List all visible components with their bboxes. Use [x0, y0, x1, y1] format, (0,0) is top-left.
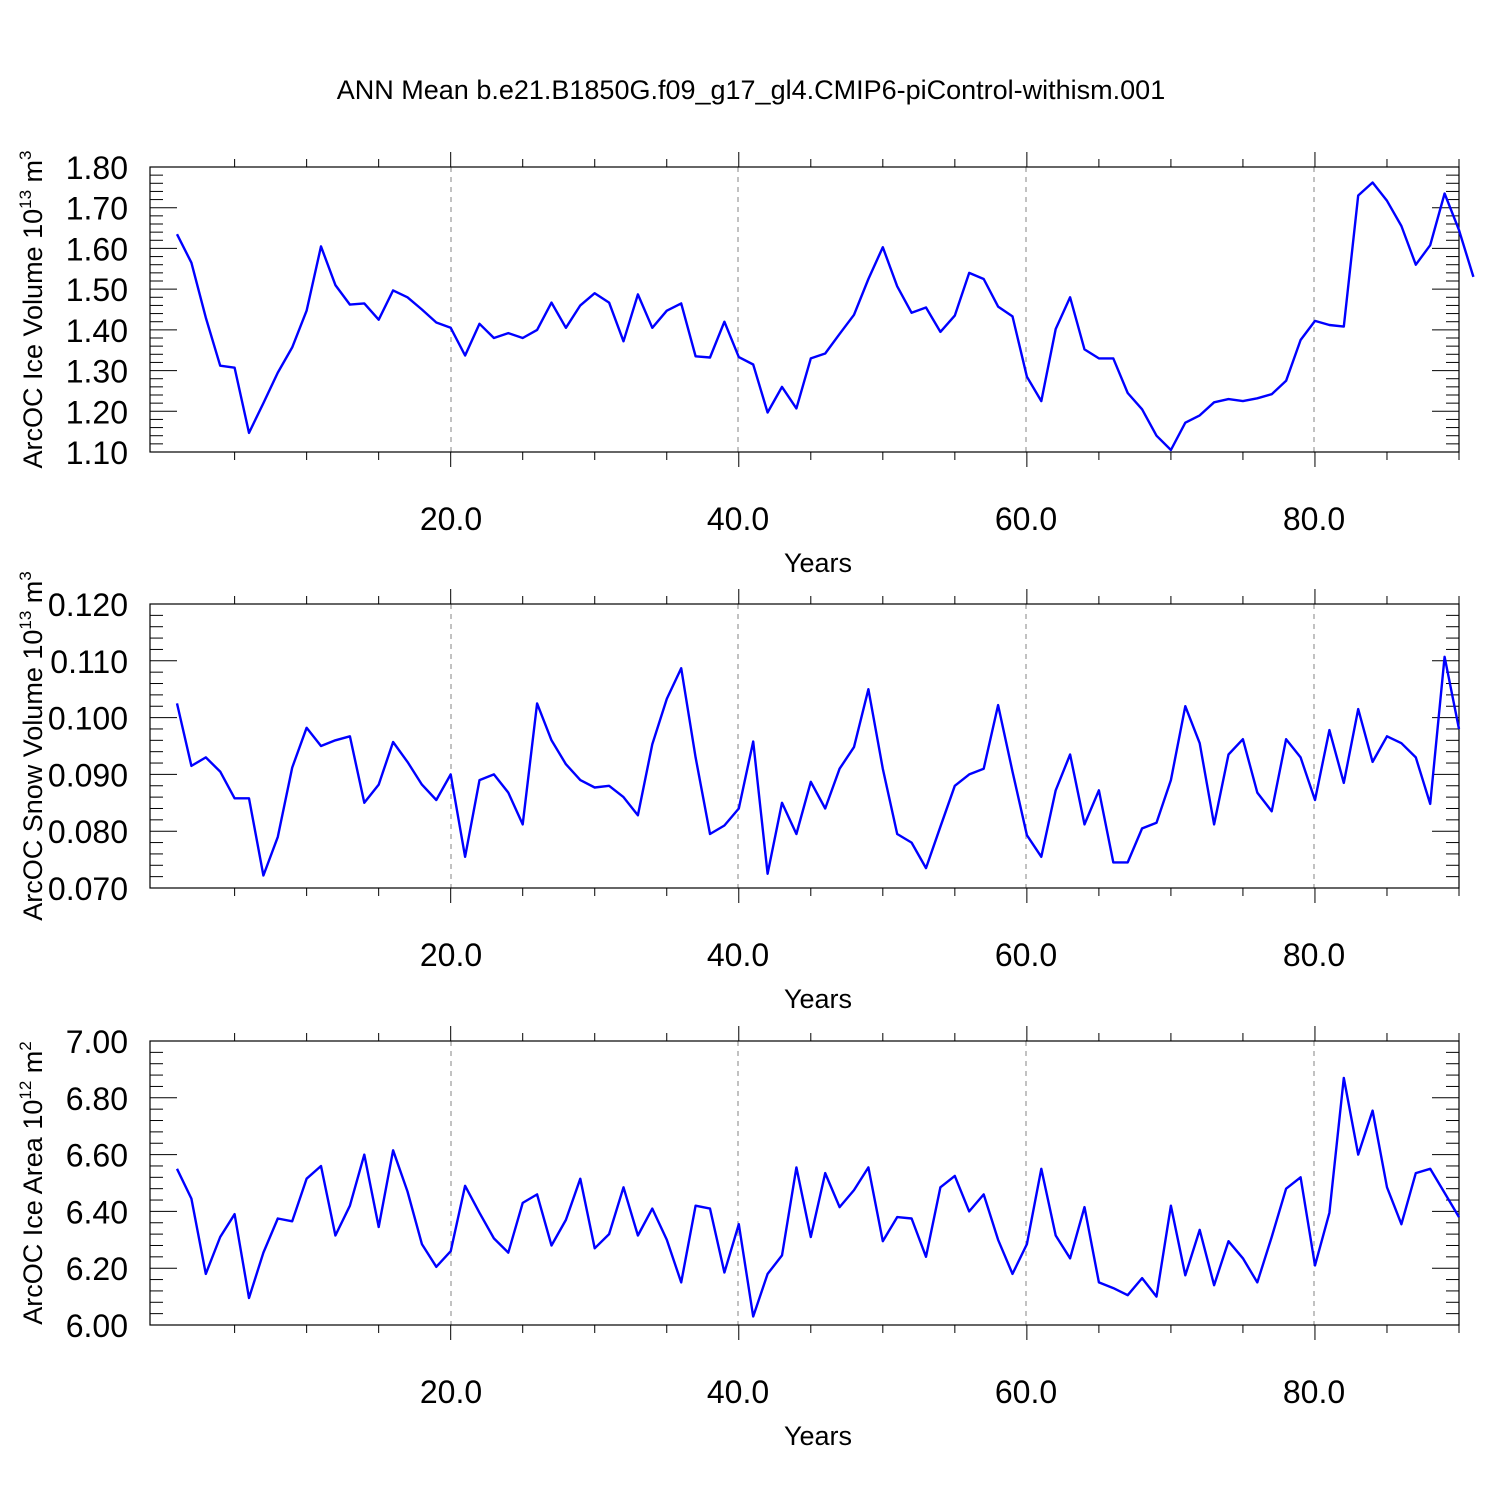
- y-tick-label: 6.00: [66, 1308, 128, 1344]
- y-tick-label: 0.080: [48, 814, 128, 850]
- x-tick-label: 40.0: [707, 1374, 769, 1410]
- x-tick-label: 20.0: [420, 937, 482, 973]
- y-axis-label: ArcOC Snow Volume 1013 m3: [16, 571, 48, 921]
- y-tick-label: 6.80: [66, 1081, 128, 1117]
- series-line: [175, 1076, 1461, 1318]
- x-tick-label: 80.0: [1283, 1374, 1345, 1410]
- y-tick-label: 7.00: [66, 1024, 128, 1060]
- y-tick-label: 1.60: [66, 231, 128, 267]
- panel-1: 20.0 40.0 60.0 80.0 Years 1.10 1.20 1.30 1.40 1.5…: [16, 150, 1475, 578]
- x-tick-label: 80.0: [1283, 937, 1345, 973]
- y-tick-label: 6.60: [66, 1138, 128, 1174]
- chart-title: ANN Mean b.e21.B1850G.f09_g17_gl4.CMIP6-…: [337, 75, 1165, 105]
- y-tick-label: 0.110: [50, 644, 128, 680]
- x-tick-label: 20.0: [420, 501, 482, 537]
- plot-frame: [149, 1040, 1460, 1326]
- x-tick-label: 60.0: [995, 1374, 1057, 1410]
- y-tick-label: 1.30: [66, 354, 128, 390]
- x-axis-label: Years: [784, 1421, 852, 1451]
- y-tick-label: 1.10: [66, 435, 128, 471]
- plot-frame: [149, 166, 1460, 453]
- plot-frame: [149, 603, 1460, 889]
- x-tick-label: 80.0: [1283, 501, 1345, 537]
- y-tick-label: 0.120: [48, 587, 128, 623]
- y-tick-label: 0.100: [48, 701, 128, 737]
- x-axis-label: Years: [784, 548, 852, 578]
- y-tick-label: 6.40: [66, 1194, 128, 1230]
- x-tick-label: 40.0: [707, 937, 769, 973]
- x-tick-label: 60.0: [995, 501, 1057, 537]
- y-axis-label: ArcOC Ice Area 1012 m2: [16, 1041, 48, 1325]
- y-tick-label: 6.20: [66, 1251, 128, 1287]
- y-tick-label: 0.090: [48, 757, 128, 793]
- series-line: [175, 655, 1461, 877]
- series-line: [175, 181, 1475, 452]
- panel-3: 20.0 40.0 60.0 80.0 Years 6.00 6.20 6.40 6.60 6.8…: [16, 1024, 1461, 1451]
- x-tick-label: 60.0: [995, 937, 1057, 973]
- y-tick-label: 1.80: [66, 150, 128, 186]
- y-axis-label: ArcOC Ice Volume 1013 m3: [16, 150, 48, 468]
- panel-2: 20.0 40.0 60.0 80.0 Years 0.070 0.080 0.090 0.10…: [16, 571, 1461, 1014]
- x-tick-label: 40.0: [707, 501, 769, 537]
- y-tick-label: 1.40: [66, 313, 128, 349]
- x-tick-label: 20.0: [420, 1374, 482, 1410]
- y-tick-label: 0.070: [48, 871, 128, 907]
- y-tick-label: 1.50: [66, 272, 128, 308]
- y-tick-label: 1.70: [66, 191, 128, 227]
- y-tick-label: 1.20: [66, 394, 128, 430]
- x-axis-label: Years: [784, 984, 852, 1014]
